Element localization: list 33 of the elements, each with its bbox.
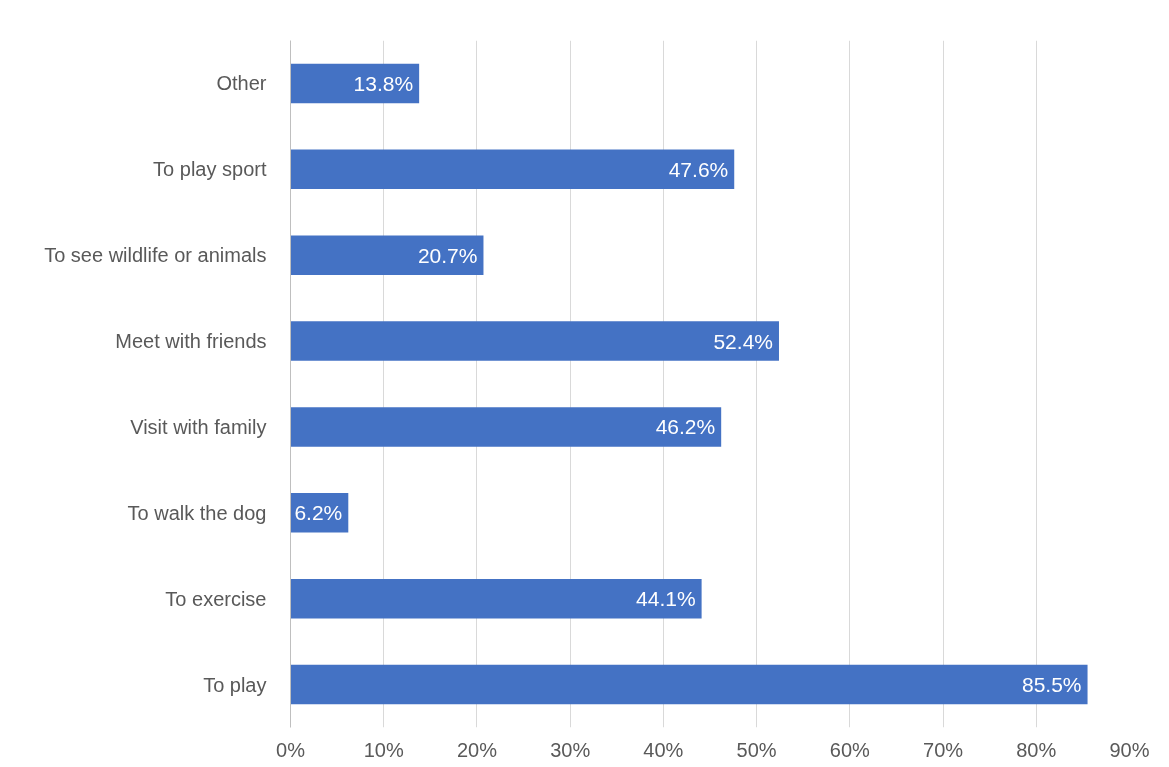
data-label: 20.7% <box>417 243 478 267</box>
x-tick-label: 60% <box>829 738 871 761</box>
y-tick-label: To play <box>203 673 267 696</box>
x-tick-label: 70% <box>923 738 964 761</box>
data-label: 6.2% <box>294 501 343 525</box>
data-label: 13.8% <box>353 71 414 95</box>
y-tick-label: To see wildlife or animals <box>44 244 267 267</box>
y-tick-label: To play sport <box>153 158 267 181</box>
bar <box>290 407 722 447</box>
x-tick-label: 80% <box>1016 738 1057 761</box>
x-tick-label: 40% <box>643 738 684 761</box>
x-tick-label: 0% <box>276 738 306 761</box>
bar <box>290 321 779 361</box>
data-label: 47.6% <box>668 157 729 181</box>
bar <box>290 63 420 104</box>
y-tick-label: To exercise <box>165 587 267 610</box>
data-label: 44.1% <box>636 587 696 611</box>
y-tick-label: To walk the dog <box>127 501 267 524</box>
bar <box>290 149 735 190</box>
x-tick-label: 10% <box>363 738 404 761</box>
x-tick-label: 30% <box>550 738 591 761</box>
data-label: 85.5% <box>1022 673 1082 697</box>
data-label: 52.4% <box>713 329 773 353</box>
x-tick-label: 90% <box>1109 738 1150 761</box>
bar <box>290 578 702 619</box>
bar <box>290 235 484 275</box>
y-tick-label: Meet with friends <box>115 330 267 353</box>
y-tick-label: Other <box>216 72 267 95</box>
x-tick-label: 20% <box>456 738 498 761</box>
bar <box>290 664 1088 705</box>
data-label: 46.2% <box>655 415 716 439</box>
y-tick-label: Visit with family <box>130 415 267 438</box>
x-tick-label: 50% <box>736 738 777 761</box>
